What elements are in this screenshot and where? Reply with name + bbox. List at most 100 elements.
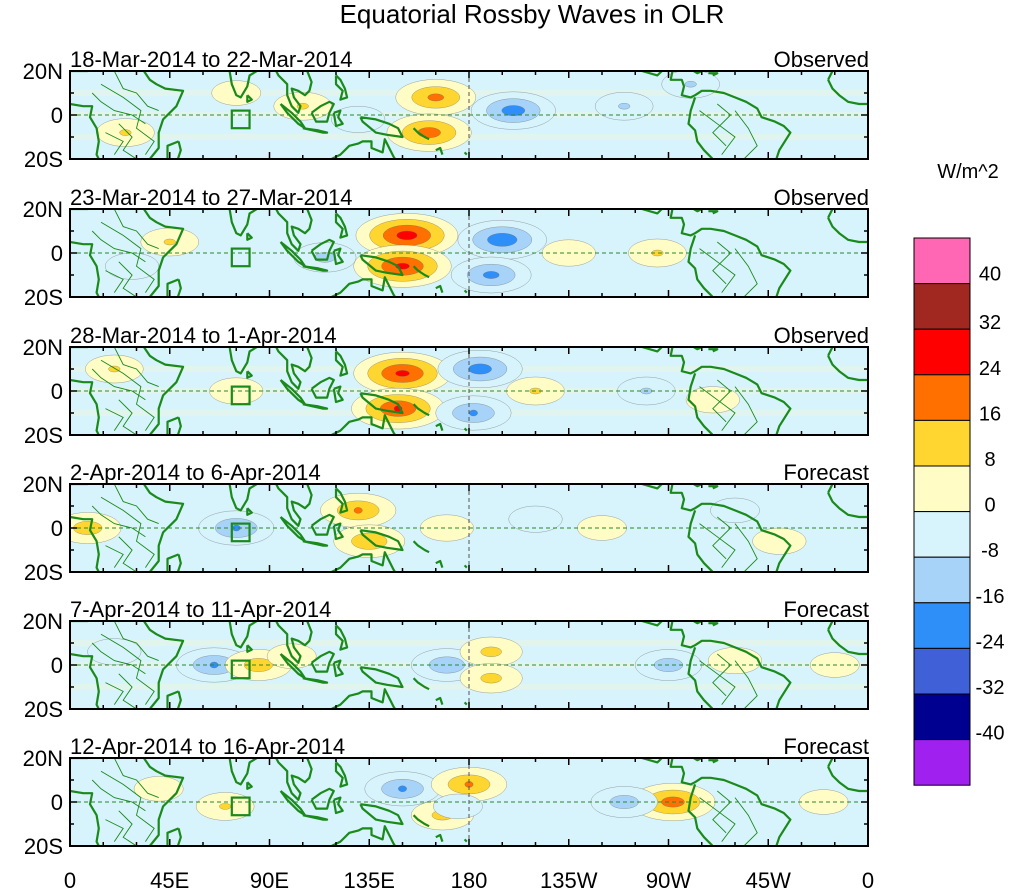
reference-box xyxy=(230,385,251,406)
reference-box xyxy=(230,247,251,268)
coastline xyxy=(435,833,444,842)
coastline xyxy=(246,232,253,241)
anomaly-contour xyxy=(501,105,525,116)
coastline xyxy=(329,551,397,572)
coastline xyxy=(310,100,335,123)
coastline xyxy=(640,621,792,709)
lat-tick-label: 0 xyxy=(51,103,63,128)
lat-tick-label: 20N xyxy=(23,609,63,634)
coastline xyxy=(332,522,344,541)
coastline xyxy=(302,677,329,684)
country-border xyxy=(105,545,124,568)
coastline xyxy=(166,140,182,159)
coastline xyxy=(329,276,397,297)
coastline xyxy=(827,758,834,768)
lon-tick-label: 90W xyxy=(646,868,691,890)
coastline xyxy=(329,138,397,159)
coastline xyxy=(435,422,444,431)
coastline xyxy=(70,71,185,159)
lon-tick-label: 180 xyxy=(451,868,488,890)
country-border xyxy=(91,642,146,675)
coastline xyxy=(359,803,404,826)
coastline xyxy=(334,761,349,788)
anomaly-contour xyxy=(163,238,176,246)
coastline xyxy=(827,492,868,519)
coastline xyxy=(310,787,335,810)
country-border xyxy=(118,810,137,846)
lat-tick-label: 20N xyxy=(23,472,63,497)
coastline xyxy=(435,146,444,155)
coastline xyxy=(70,484,185,572)
anomaly-contour xyxy=(508,505,563,533)
coastline xyxy=(166,278,182,297)
lat-tick-label: 0 xyxy=(51,379,63,404)
country-border xyxy=(712,379,732,423)
country-border xyxy=(91,230,146,263)
anomaly-contour xyxy=(395,370,410,377)
anomaly-contour xyxy=(108,365,121,373)
coastline xyxy=(302,814,329,821)
country-border xyxy=(105,270,124,293)
coastline xyxy=(827,766,868,793)
coastline xyxy=(274,209,313,252)
coastline xyxy=(827,629,868,656)
coastline xyxy=(334,350,349,377)
country-border xyxy=(91,505,146,538)
coastline xyxy=(412,540,430,554)
panel-date-range: 23-Mar-2014 to 27-Mar-2014 xyxy=(70,185,352,210)
lat-tick-label: 20N xyxy=(23,335,63,360)
country-border xyxy=(113,484,159,525)
coastline xyxy=(166,416,182,435)
country-border xyxy=(734,523,758,572)
coastline xyxy=(310,650,335,673)
coastline xyxy=(310,238,335,261)
coastline xyxy=(166,690,182,709)
coastline xyxy=(359,666,404,689)
coastline xyxy=(412,127,430,141)
coastline xyxy=(827,355,868,382)
country-border xyxy=(113,209,159,250)
country-border xyxy=(712,241,732,285)
reference-box xyxy=(230,109,251,130)
anomaly-contour xyxy=(331,106,386,133)
country-border xyxy=(118,536,137,572)
lon-tick-label: 45E xyxy=(150,868,189,890)
coastline xyxy=(334,74,349,101)
coastline xyxy=(412,265,430,279)
colorbar-swatch xyxy=(913,374,971,421)
colorbar-label: -24 xyxy=(976,631,1005,653)
lat-tick-label: 20S xyxy=(24,697,63,722)
coastline xyxy=(827,71,834,81)
country-border xyxy=(712,103,732,147)
anomaly-contour xyxy=(480,646,502,657)
coastline xyxy=(166,827,182,846)
coastline xyxy=(708,348,719,353)
country-border xyxy=(91,92,146,125)
panels-group: 20N 0 20S 18-Mar-2014 to 22-Mar-2014 Observe… xyxy=(23,47,869,859)
coastline xyxy=(302,265,329,272)
coastline xyxy=(302,127,329,134)
colorbar-units: W/m^2 xyxy=(937,161,999,183)
colorbar-label: -8 xyxy=(981,540,999,562)
coastline xyxy=(640,758,792,846)
country-border xyxy=(118,673,137,709)
coastline xyxy=(329,688,397,709)
lon-tick-label: 135E xyxy=(344,868,395,890)
coastline xyxy=(463,701,468,706)
colorbar-swatch xyxy=(913,693,971,741)
coastline xyxy=(70,621,185,709)
panel-status: Forecast xyxy=(783,734,869,759)
colorbar-label: 0 xyxy=(984,495,995,517)
country-border xyxy=(712,653,732,697)
panel-1: 20N 0 20S 18-Mar-2014 to 22-Mar-2014 Observe… xyxy=(23,47,869,172)
panel-6: 20N 0 20S 12-Apr-2014 to 16-Apr-2014 Forecas… xyxy=(23,734,869,859)
country-border xyxy=(105,682,124,705)
coastline xyxy=(204,347,260,375)
reference-box xyxy=(230,796,251,817)
coastline xyxy=(359,254,404,277)
reference-box xyxy=(230,522,251,543)
colorbar-swatch xyxy=(913,511,971,558)
country-border xyxy=(118,123,137,159)
coastline xyxy=(274,621,313,664)
